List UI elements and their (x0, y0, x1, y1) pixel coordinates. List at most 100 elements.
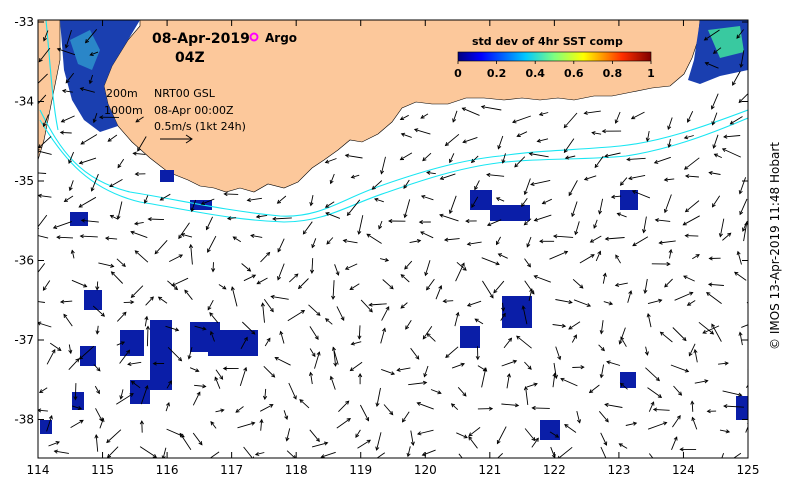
current-arrow (120, 389, 124, 399)
colorbar-tick-label: 0 (454, 67, 462, 80)
current-arrow (709, 172, 721, 175)
current-arrowhead (571, 212, 576, 218)
current-arrow (667, 117, 673, 130)
current-arrowhead (667, 125, 672, 130)
current-arrow (345, 263, 358, 270)
current-arrow (471, 155, 479, 163)
current-arrowhead (422, 335, 427, 340)
current-arrowhead (292, 455, 296, 458)
current-arrowhead (230, 286, 235, 291)
current-arrow (99, 418, 104, 429)
current-arrowhead (271, 373, 276, 378)
current-arrow (617, 213, 627, 218)
current-arrow (454, 312, 459, 327)
current-arrowhead (368, 308, 373, 313)
current-arrowhead (147, 217, 152, 222)
current-arrow (496, 197, 505, 202)
current-arrow (487, 219, 502, 226)
current-arrow (456, 432, 468, 439)
current-arrow (599, 198, 604, 214)
current-arrowhead (329, 375, 334, 381)
current-arrowhead (157, 296, 163, 301)
current-arrow (713, 134, 719, 149)
current-arrow (85, 29, 98, 43)
current-arrowhead (325, 211, 330, 216)
current-arrowhead (717, 466, 720, 470)
current-arrowhead (251, 421, 256, 426)
current-arrowhead (324, 203, 330, 208)
current-arrowhead (644, 351, 649, 356)
current-arrowhead (620, 336, 625, 341)
current-arrowhead (83, 283, 88, 288)
current-arrow (134, 250, 149, 263)
current-arrow (659, 240, 676, 244)
current-arrow (497, 426, 507, 444)
current-arrowhead (568, 325, 573, 330)
current-arrowhead (266, 251, 271, 256)
current-arrow (49, 342, 62, 351)
current-arrow (405, 319, 412, 330)
current-arrow (107, 134, 118, 142)
current-arrowhead (616, 212, 621, 217)
current-arrowhead (292, 395, 297, 400)
current-arrowhead (663, 421, 668, 426)
current-arrow (426, 278, 435, 291)
current-arrow (620, 383, 628, 390)
current-arrowhead (122, 311, 127, 316)
current-arrow (604, 152, 621, 157)
current-arrow (135, 116, 144, 123)
current-arrowhead (753, 372, 756, 376)
current-arrowhead (34, 84, 37, 87)
current-arrow (563, 112, 578, 128)
current-arrowhead (243, 336, 248, 341)
current-arrow (358, 325, 361, 339)
current-arrowhead (531, 405, 536, 411)
current-arrowhead (214, 376, 219, 381)
current-arrow (421, 195, 434, 201)
current-arrow (645, 346, 648, 356)
current-arrowhead (70, 249, 75, 254)
current-arrowhead (255, 214, 261, 219)
current-arrow (107, 446, 119, 458)
current-arrow (264, 388, 267, 400)
current-arrow (355, 429, 361, 438)
current-arrow (127, 361, 142, 365)
current-arrowhead (721, 148, 727, 152)
current-arrowhead (606, 360, 611, 365)
current-arrowhead (684, 174, 690, 179)
current-arrow (360, 404, 369, 421)
current-arrowhead (711, 121, 716, 126)
current-arrowhead (530, 181, 535, 187)
current-arrow (298, 278, 309, 289)
current-arrowhead (528, 151, 533, 157)
current-arrow (560, 378, 578, 387)
current-arrow (706, 292, 722, 304)
current-arrow (528, 288, 533, 301)
current-arrowhead (107, 137, 112, 142)
current-arrowhead (355, 433, 360, 439)
current-arrow (144, 316, 148, 327)
x-axis: 114 115 116 117 118 119 120 121 122 123 124 125 (27, 20, 759, 477)
current-arrowhead (462, 392, 467, 397)
current-arrow (314, 351, 320, 369)
current-arrowhead (533, 382, 538, 387)
current-arrow (552, 324, 566, 327)
current-arrowhead (42, 286, 47, 291)
current-arrow (615, 254, 621, 264)
current-arrow (116, 341, 125, 346)
current-arrow (409, 240, 421, 244)
current-arrowhead (628, 290, 633, 295)
current-arrowhead (196, 391, 201, 396)
current-arrowhead (508, 337, 513, 342)
current-arrow (410, 430, 414, 446)
current-arrowhead (309, 269, 315, 274)
current-arrow (739, 177, 747, 194)
sst-patches (40, 20, 748, 440)
current-arrow (241, 263, 251, 272)
current-arrow (467, 300, 482, 307)
current-arrow (723, 135, 741, 138)
current-arrow (524, 258, 531, 268)
current-arrow (426, 171, 436, 175)
current-arrow (38, 150, 52, 155)
current-arrowhead (729, 458, 733, 461)
